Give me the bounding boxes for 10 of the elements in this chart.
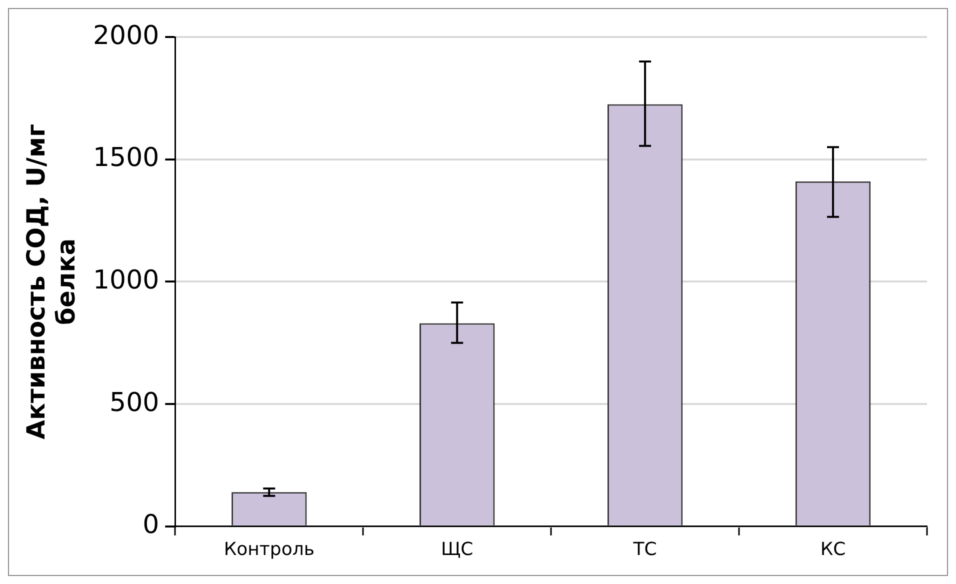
y-tick-label: 500 bbox=[110, 388, 160, 418]
y-tick-label: 2000 bbox=[92, 20, 160, 51]
x-tick-label: Контроль bbox=[224, 538, 314, 560]
x-tick-label: ТС bbox=[632, 538, 657, 560]
y-tick-label: 1500 bbox=[92, 143, 160, 174]
y-axis-title: Активность СОД, U/мг белка bbox=[22, 124, 80, 440]
x-tick-label: КС bbox=[820, 538, 846, 560]
y-tick-label: 0 bbox=[142, 510, 160, 540]
y-tick-label: 1000 bbox=[92, 265, 160, 296]
x-tick-label: ЩС bbox=[440, 538, 474, 560]
